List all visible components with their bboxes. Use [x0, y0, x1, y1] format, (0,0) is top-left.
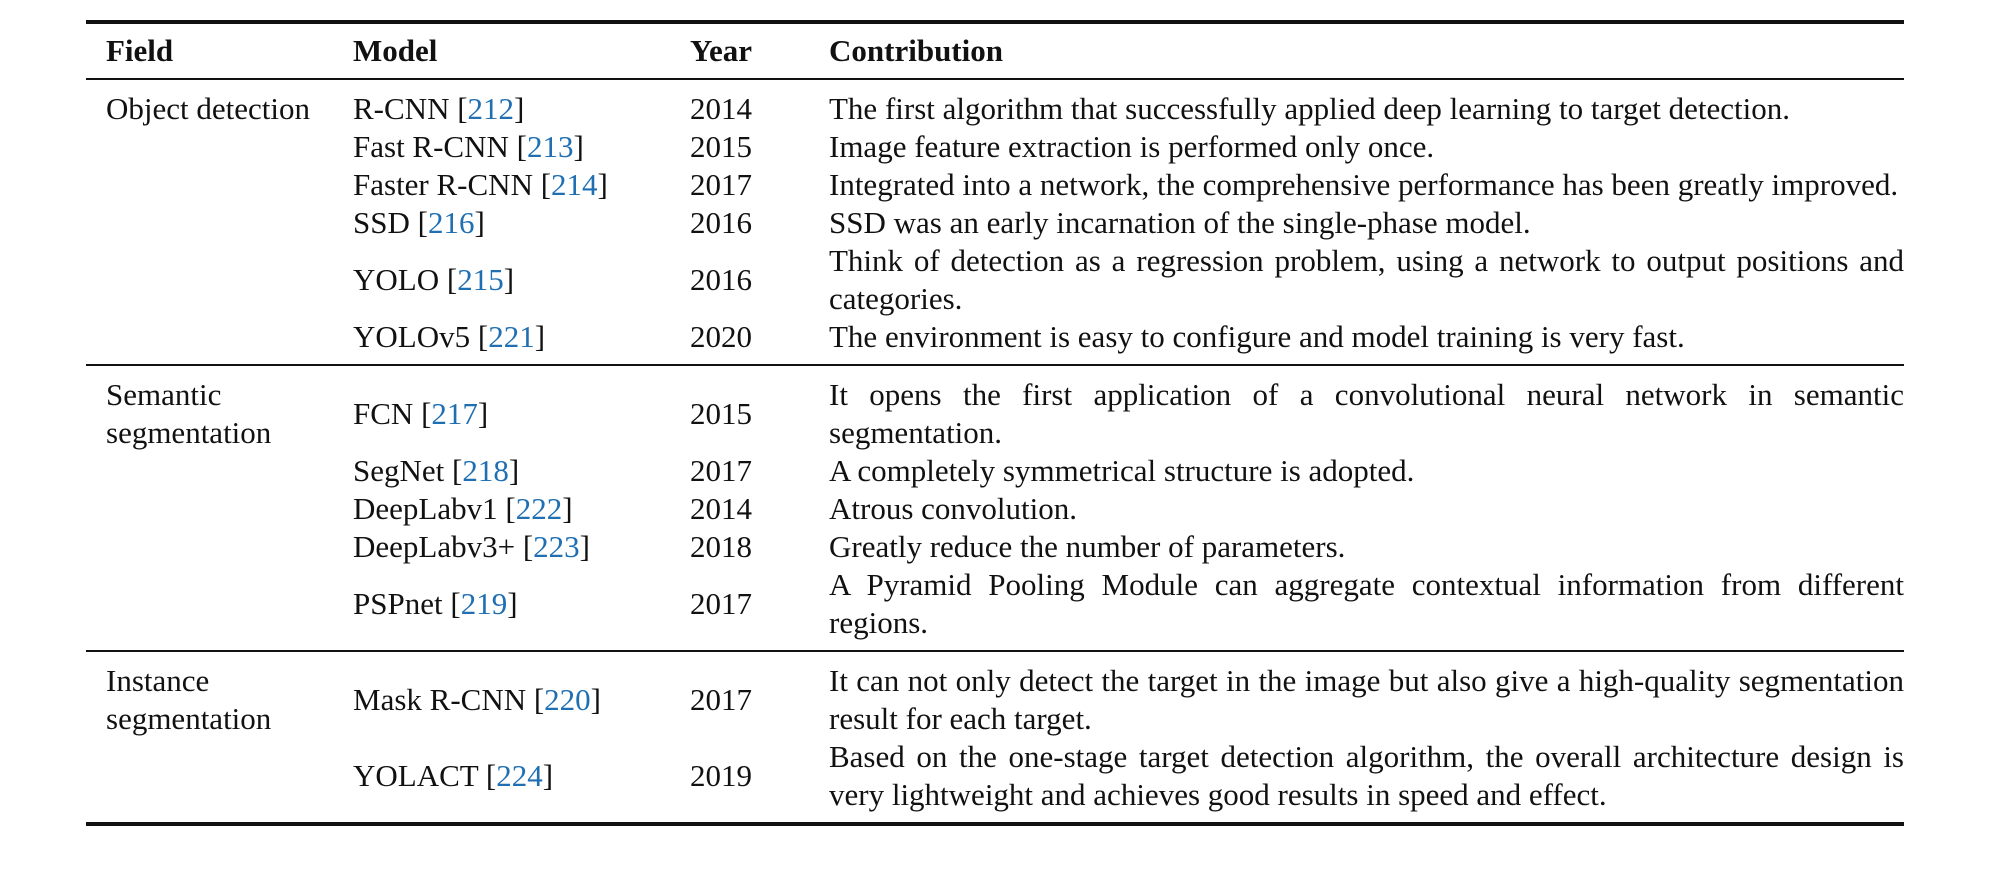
- table-row: DeepLabv1 [222] 2014 Atrous convolution.: [353, 490, 1904, 528]
- model-cell: DeepLabv1 [222]: [353, 491, 573, 526]
- year-cell: 2020: [690, 319, 752, 354]
- citation-link[interactable]: 212: [467, 91, 515, 126]
- header-row: Field Model Year Contribution: [86, 24, 1904, 78]
- model-cell: PSPnet [219]: [353, 586, 518, 621]
- group-instance-segmentation: Instance segmentation Mask R-CNN [220] 2…: [86, 662, 1904, 814]
- top-rule: [86, 20, 1904, 24]
- citation-link[interactable]: 213: [526, 129, 574, 164]
- citation-link[interactable]: 221: [488, 319, 535, 354]
- header-year: Year: [690, 33, 752, 68]
- model-cell: YOLO [215]: [353, 262, 515, 297]
- field-cell: Semantic segmentation: [106, 377, 272, 450]
- contribution-cell: The environment is easy to configure and…: [829, 319, 1685, 354]
- group-rule: [86, 650, 1904, 652]
- citation-link[interactable]: 215: [457, 262, 504, 297]
- model-cell: SSD [216]: [353, 205, 485, 240]
- table-row: Faster R-CNN [214] 2017 Integrated into …: [353, 166, 1904, 204]
- contribution-cell: It opens the first application of a conv…: [829, 377, 1904, 450]
- citation-link[interactable]: 217: [431, 396, 478, 431]
- group-rule: [86, 364, 1904, 366]
- contribution-cell: Based on the one-stage target detection …: [829, 739, 1904, 812]
- year-cell: 2018: [690, 529, 752, 564]
- citation-link[interactable]: 223: [533, 529, 580, 564]
- header-field: Field: [106, 33, 174, 68]
- model-cell: DeepLabv3+ [223]: [353, 529, 590, 564]
- contribution-cell: SSD was an early incarnation of the sing…: [829, 205, 1531, 240]
- table-row: PSPnet [219] 2017 A Pyramid Pooling Modu…: [353, 566, 1904, 642]
- table-row: YOLACT [224] 2019 Based on the one-stage…: [353, 738, 1904, 814]
- contribution-cell: Integrated into a network, the comprehen…: [829, 167, 1899, 202]
- contribution-cell: Think of detection as a regression probl…: [829, 243, 1904, 316]
- header-rule: [86, 78, 1904, 80]
- year-cell: 2015: [690, 396, 752, 431]
- table-row: FCN [217] 2015 It opens the first applic…: [353, 376, 1904, 452]
- citation-link[interactable]: 216: [427, 205, 475, 240]
- model-cell: Mask R-CNN [220]: [353, 682, 601, 717]
- table-row: Fast R-CNN [213] 2015 Image feature extr…: [353, 128, 1904, 166]
- year-cell: 2014: [690, 91, 752, 126]
- citation-link[interactable]: 214: [551, 167, 598, 202]
- year-cell: 2017: [690, 682, 752, 717]
- contribution-cell: Greatly reduce the number of parameters.: [829, 529, 1346, 564]
- table-row: YOLOv5 [221] 2020 The environment is eas…: [353, 318, 1904, 356]
- field-cell: Instance segmentation: [106, 663, 272, 736]
- table-row: DeepLabv3+ [223] 2018 Greatly reduce the…: [353, 528, 1904, 566]
- year-cell: 2017: [690, 586, 752, 621]
- contribution-cell: Atrous convolution.: [829, 491, 1077, 526]
- year-cell: 2016: [690, 205, 752, 240]
- model-cell: SegNet [218]: [353, 453, 520, 488]
- table-row: SegNet [218] 2017 A completely symmetric…: [353, 452, 1904, 490]
- citation-link[interactable]: 219: [460, 586, 508, 621]
- model-cell: R-CNN [212]: [353, 91, 525, 126]
- contribution-cell: A Pyramid Pooling Module can aggregate c…: [829, 567, 1904, 640]
- table-row: R-CNN [212] 2014 The first algorithm tha…: [353, 90, 1904, 128]
- model-cell: YOLACT [224]: [353, 758, 554, 793]
- model-cell: YOLOv5 [221]: [353, 319, 546, 354]
- contribution-cell: It can not only detect the target in the…: [829, 663, 1904, 736]
- models-table: Field Model Year Contribution Object det…: [86, 20, 1904, 826]
- citation-link[interactable]: 220: [544, 682, 591, 717]
- year-cell: 2016: [690, 262, 752, 297]
- year-cell: 2017: [690, 453, 752, 488]
- year-cell: 2019: [690, 758, 752, 793]
- group-object-detection: Object detection R-CNN [212] 2014 The fi…: [86, 90, 1904, 356]
- table-row: SSD [216] 2016 SSD was an early incarnat…: [353, 204, 1904, 242]
- model-cell: Fast R-CNN [213]: [353, 129, 584, 164]
- bottom-rule: [86, 822, 1904, 826]
- year-cell: 2014: [690, 491, 752, 526]
- contribution-cell: A completely symmetrical structure is ad…: [829, 453, 1415, 488]
- citation-link[interactable]: 218: [462, 453, 509, 488]
- contribution-cell: Image feature extraction is performed on…: [829, 129, 1435, 164]
- year-cell: 2015: [690, 129, 752, 164]
- model-cell: FCN [217]: [353, 396, 489, 431]
- table-row: YOLO [215] 2016 Think of detection as a …: [353, 242, 1904, 318]
- header-model: Model: [353, 33, 438, 68]
- citation-link[interactable]: 224: [496, 758, 543, 793]
- table-row: Mask R-CNN [220] 2017 It can not only de…: [353, 662, 1904, 738]
- citation-link[interactable]: 222: [515, 491, 563, 526]
- contribution-cell: The first algorithm that successfully ap…: [829, 91, 1790, 126]
- header-contribution: Contribution: [829, 33, 1003, 68]
- field-cell: Object detection: [106, 91, 310, 126]
- group-semantic-segmentation: Semantic segmentation FCN [217] 2015 It …: [86, 376, 1904, 642]
- year-cell: 2017: [690, 167, 752, 202]
- model-cell: Faster R-CNN [214]: [353, 167, 608, 202]
